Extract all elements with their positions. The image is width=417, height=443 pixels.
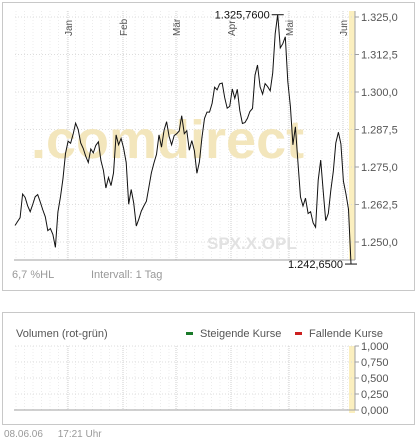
legend-rising-swatch xyxy=(186,332,193,335)
watermark: .comdirect xyxy=(31,110,304,170)
price-chart-panel: .comdirect SPX.X.OPL 1.325,0 1.312,5 1.300… xyxy=(2,2,415,291)
volume-tick-label: 0,750 xyxy=(361,357,389,369)
month-tick-label: Mär xyxy=(172,18,183,36)
y-tick-label: 1.325,0 xyxy=(361,12,398,24)
last-value-label: 1.242,6500 xyxy=(288,259,343,271)
month-tick-label: Mai xyxy=(285,20,296,36)
footer-date: 08.06.06 xyxy=(4,429,43,440)
volume-chart: Volumen (rot-grün) Steigende Kurse Falle… xyxy=(14,328,389,417)
range-label: 6,7 %HL xyxy=(12,269,54,281)
footer: 08.06.06 17:21 Uhr xyxy=(4,429,114,440)
y-tick-label: 1.262,5 xyxy=(361,200,398,212)
interval-label: Intervall: 1 Tag xyxy=(91,269,162,281)
price-series-line xyxy=(14,14,352,264)
month-tick-label: Feb xyxy=(119,18,130,36)
y-tick-label: 1.312,5 xyxy=(361,50,398,62)
legend-rising-label: Steigende Kurse xyxy=(200,328,281,340)
y-tick-label: 1.300,0 xyxy=(361,87,398,99)
volume-tick-label: 0,250 xyxy=(361,389,389,401)
legend-falling-swatch xyxy=(295,332,302,335)
price-chart: .comdirect SPX.X.OPL 1.325,0 1.312,5 1.300… xyxy=(12,10,398,281)
footer-time: 17:21 Uhr xyxy=(57,429,102,440)
instrument-label: SPX.X.OPL xyxy=(207,234,297,253)
month-tick-label: Apr xyxy=(227,20,238,36)
volume-tick-label: 0,000 xyxy=(361,405,389,417)
volume-range-highlight xyxy=(349,346,355,413)
volume-title: Volumen (rot-grün) xyxy=(16,328,108,340)
volume-tick-label: 1,000 xyxy=(361,341,389,353)
y-tick-label: 1.250,0 xyxy=(361,237,398,249)
volume-tick-label: 0,500 xyxy=(361,373,389,385)
legend-falling-label: Fallende Kurse xyxy=(309,328,383,340)
month-tick-label: Jun xyxy=(339,20,350,36)
month-tick-label: Jan xyxy=(64,20,75,36)
current-range-highlight xyxy=(349,11,355,260)
y-tick-label: 1.287,5 xyxy=(361,125,398,137)
high-value-label: 1.325,7600 xyxy=(215,10,270,22)
volume-chart-panel: Volumen (rot-grün) Steigende Kurse Falle… xyxy=(2,312,415,425)
y-tick-label: 1.275,0 xyxy=(361,162,398,174)
